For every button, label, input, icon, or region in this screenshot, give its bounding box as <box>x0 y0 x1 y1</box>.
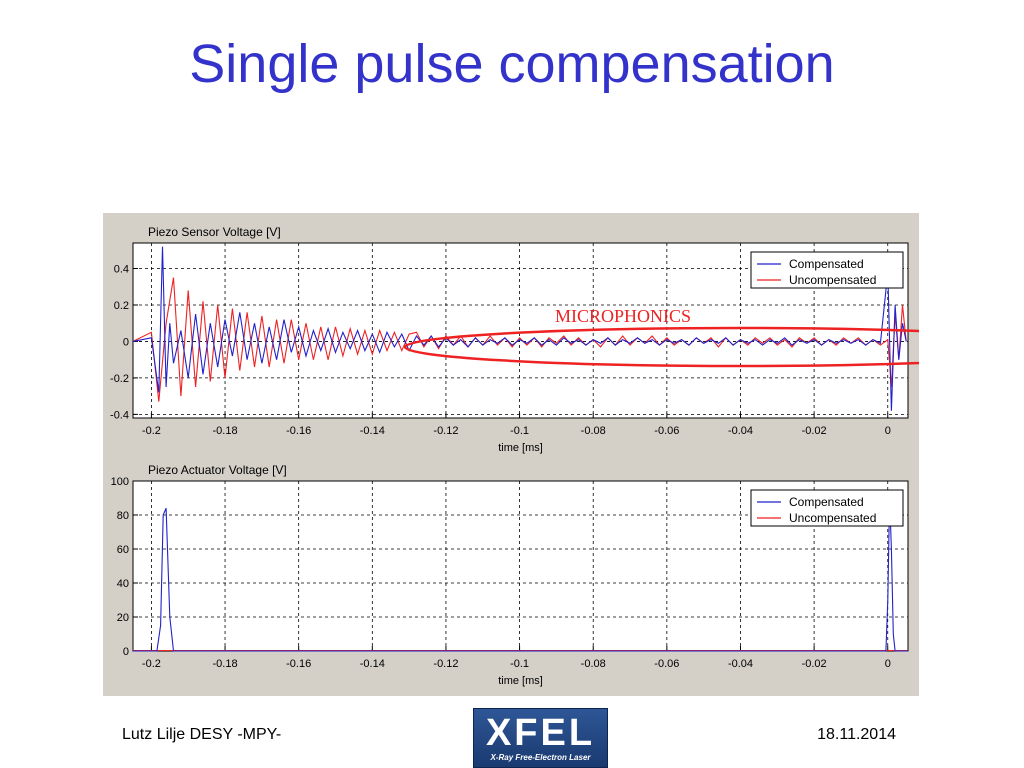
y-tick-label: -0.4 <box>110 409 129 421</box>
x-tick-label: -0.2 <box>142 658 161 670</box>
y-tick-label: 40 <box>117 578 129 590</box>
x-tick-label: -0.08 <box>581 658 606 670</box>
y-tick-label: 80 <box>117 510 129 522</box>
figure-panel: Piezo Sensor Voltage [V] -0.4 -0.2 0 0.2 0.4 -… <box>103 213 919 696</box>
x-tick-label: 0 <box>885 658 891 670</box>
legend-box <box>750 251 904 289</box>
x-tick-label: -0.08 <box>581 425 606 437</box>
x-tick-label: -0.02 <box>802 425 827 437</box>
footer-author: Lutz Lilje DESY -MPY- <box>122 726 282 743</box>
x-tick-label: -0.04 <box>728 658 753 670</box>
x-tick-label: -0.2 <box>142 425 161 437</box>
y-tick-label: -0.2 <box>110 373 129 385</box>
legend-entry: Uncompensated <box>789 273 876 287</box>
xfel-logo: XFEL X-Ray Free-Electron Laser <box>473 708 608 768</box>
legend-entry: Compensated <box>789 257 864 271</box>
y-tick-label: 60 <box>117 544 129 556</box>
x-tick-label: -0.18 <box>213 658 238 670</box>
x-tick-label: -0.14 <box>360 425 385 437</box>
x-tick-label: -0.14 <box>360 658 385 670</box>
x-tick-label: -0.04 <box>728 425 753 437</box>
series-line-compensated <box>132 246 907 411</box>
y-tick-label: 100 <box>111 476 129 488</box>
x-tick-label: 0 <box>885 425 891 437</box>
y-tick-label: 0 <box>123 336 129 348</box>
chart-title: Piezo Actuator Voltage [V] <box>148 463 287 477</box>
y-tick-label: 0.4 <box>114 264 129 276</box>
microphonics-ellipse <box>403 326 919 368</box>
charts-svg: Piezo Sensor Voltage [V] -0.4 -0.2 0 0.2 0.4 -… <box>110 225 919 687</box>
y-tick-label: 0.2 <box>114 300 129 312</box>
legend-box <box>750 489 904 527</box>
x-axis-label: time [ms] <box>498 442 543 454</box>
x-tick-label: -0.16 <box>286 658 311 670</box>
x-axis-label: time [ms] <box>498 675 543 687</box>
legend: Compensated Uncompensated <box>750 489 904 527</box>
x-tick-label: -0.02 <box>802 658 827 670</box>
logo-word: XFEL <box>485 712 596 754</box>
x-tick-label: -0.18 <box>213 425 238 437</box>
y-tick-label: 0 <box>123 646 129 658</box>
legend-entry: Compensated <box>789 495 864 509</box>
microphonics-label: MICROPHONICS <box>555 306 691 326</box>
y-tick-label: 20 <box>117 612 129 624</box>
x-tick-label: -0.16 <box>286 425 311 437</box>
microphonics-annotation: MICROPHONICS <box>403 306 919 368</box>
legend-entry: Uncompensated <box>789 511 876 525</box>
x-tick-label: -0.12 <box>433 658 458 670</box>
x-tick-label: -0.06 <box>654 658 679 670</box>
x-tick-label: -0.1 <box>510 658 529 670</box>
chart-2: Piezo Actuator Voltage [V] 0 20 40 60 80 100 -0… <box>111 463 909 687</box>
footer-date: 18.11.2014 <box>817 726 896 743</box>
legend: Compensated Uncompensated <box>750 251 904 289</box>
slide-title: Single pulse compensation <box>189 34 835 94</box>
x-tick-label: -0.1 <box>510 425 529 437</box>
chart-title: Piezo Sensor Voltage [V] <box>148 225 281 239</box>
chart-1: Piezo Sensor Voltage [V] -0.4 -0.2 0 0.2 0.4 -… <box>110 225 909 454</box>
x-tick-label: -0.12 <box>433 425 458 437</box>
x-tick-label: -0.06 <box>654 425 679 437</box>
series-line-compensated <box>133 497 908 652</box>
logo-subtext: X-Ray Free-Electron Laser <box>490 753 591 762</box>
